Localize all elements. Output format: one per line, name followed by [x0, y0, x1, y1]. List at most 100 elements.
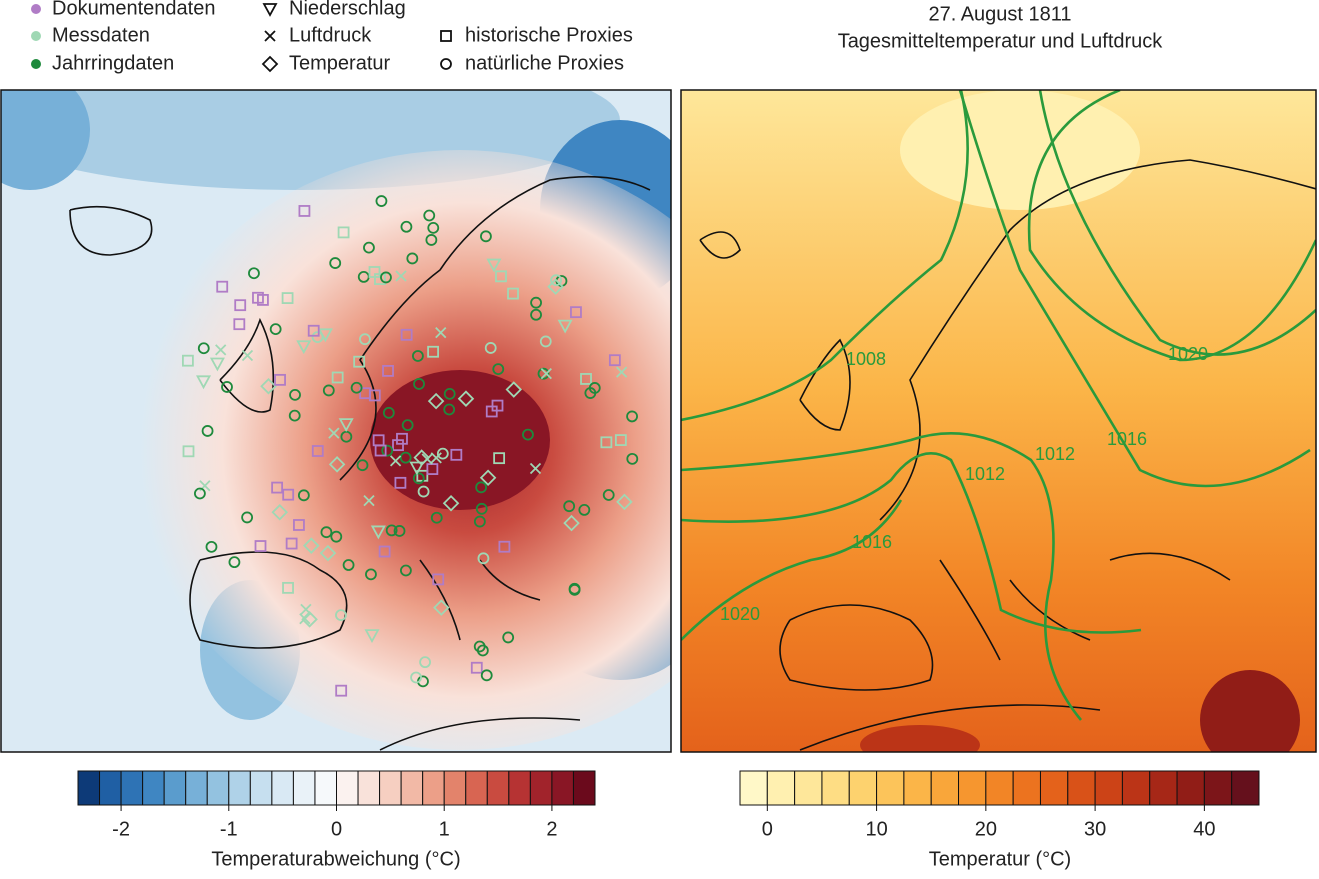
circle — [522, 428, 534, 441]
colorbar-box — [443, 770, 467, 806]
colorbar-tick-label: 40 — [1193, 818, 1215, 840]
square — [427, 345, 439, 358]
circle — [329, 257, 342, 269]
left-map — [1, 90, 671, 752]
square — [382, 364, 394, 377]
square — [470, 661, 483, 674]
cross — [328, 427, 340, 439]
station-markers — [182, 195, 639, 697]
map-title: 27. August 1811 — [928, 3, 1071, 25]
colorbar-label: Temperatur (°C) — [929, 848, 1071, 870]
triangle — [409, 461, 425, 476]
diamond — [328, 456, 346, 473]
circle — [480, 669, 493, 682]
circle — [320, 526, 333, 539]
legend-label: Messdaten — [52, 24, 150, 46]
triangle — [196, 375, 212, 390]
circle — [578, 504, 591, 516]
colorbar-box — [465, 770, 488, 806]
square — [307, 324, 320, 337]
circle — [297, 489, 310, 502]
circle — [425, 234, 438, 246]
diamond — [457, 390, 475, 407]
cross — [616, 366, 628, 378]
circle — [342, 559, 355, 571]
square — [331, 371, 344, 384]
circle — [602, 489, 615, 501]
colorbar-box — [336, 770, 359, 806]
circle — [375, 195, 388, 207]
colorbar-box — [486, 770, 510, 806]
contour-label: 1008 — [846, 349, 886, 369]
colorbar-tick-label: 30 — [1084, 818, 1106, 840]
circle — [502, 631, 515, 644]
colorbar-tick-label: -2 — [112, 818, 130, 840]
cross — [430, 452, 442, 464]
circle — [401, 419, 414, 432]
cross — [299, 613, 311, 625]
coastlines — [69, 159, 1316, 751]
colorbar-box — [357, 770, 381, 806]
square — [498, 540, 511, 553]
circle — [365, 568, 377, 581]
colorbar-box — [739, 770, 768, 806]
colorbar-box — [292, 770, 316, 806]
legend-dot — [31, 31, 41, 41]
circle — [480, 230, 492, 243]
contour-label: 1012 — [965, 464, 1005, 484]
triangle — [557, 319, 573, 334]
circle — [563, 500, 576, 513]
colorbar-box — [400, 770, 424, 806]
circle — [288, 409, 301, 422]
colorbar-box — [794, 770, 823, 806]
colorbar-tick-label: 1 — [439, 818, 450, 840]
colorbar-box — [1094, 770, 1123, 806]
square — [298, 205, 311, 217]
diamond — [442, 494, 460, 512]
circle — [568, 583, 581, 596]
circle — [412, 472, 425, 485]
square — [392, 439, 404, 452]
right-frame — [680, 89, 1317, 753]
colorbar-tick-label: 0 — [331, 818, 342, 840]
diamond — [303, 537, 320, 554]
square — [368, 389, 381, 402]
circle — [381, 444, 394, 457]
circle — [475, 481, 488, 494]
square — [254, 540, 267, 552]
colorbar-box — [1012, 770, 1041, 806]
circle — [248, 267, 260, 280]
square — [400, 328, 413, 341]
circle — [356, 459, 369, 472]
colorbar-box — [422, 770, 445, 806]
right-map — [681, 90, 1316, 752]
circle — [311, 331, 324, 344]
colorbar-box — [185, 770, 208, 806]
square — [378, 545, 391, 558]
cross — [215, 344, 227, 356]
circle — [197, 342, 210, 355]
colorbar-box — [77, 770, 101, 806]
isobars — [681, 90, 1316, 721]
colorbar-box — [876, 770, 905, 806]
colorbar-tick-label: 20 — [975, 818, 997, 840]
diamond — [563, 514, 580, 532]
colorbar-box — [1067, 770, 1096, 806]
diamond — [427, 392, 445, 410]
colorbar-box — [766, 770, 796, 806]
square — [335, 684, 348, 697]
colorbar-box — [529, 770, 553, 806]
square — [432, 573, 445, 586]
colorbar-box — [1121, 770, 1151, 806]
square — [293, 519, 305, 531]
square — [233, 318, 246, 331]
diamond — [261, 55, 279, 73]
colorbar-tick-label: 10 — [865, 818, 887, 840]
left-frame — [0, 89, 672, 753]
circle — [241, 511, 254, 524]
circle — [475, 502, 488, 515]
cross — [540, 367, 552, 380]
square — [274, 373, 286, 386]
circle — [413, 378, 425, 390]
colorbar-box — [314, 770, 338, 806]
